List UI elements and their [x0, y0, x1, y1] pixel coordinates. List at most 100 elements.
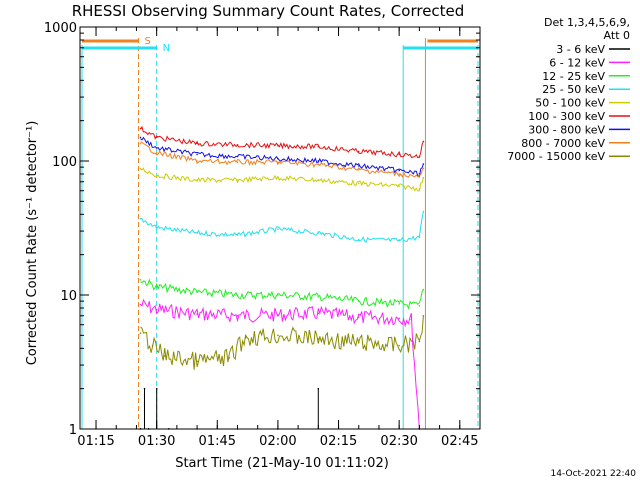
data-point: [317, 296, 320, 298]
x-tick-label: 02:30: [380, 434, 417, 449]
data-point: [236, 144, 239, 146]
data-point: [155, 226, 158, 229]
plot-frame: [79, 26, 481, 430]
data-point: [277, 176, 279, 179]
data-point: [163, 355, 166, 357]
data-point: [418, 305, 421, 307]
data-point: [196, 232, 198, 234]
data-point: [357, 342, 360, 344]
y-tick-label: 1000: [44, 21, 77, 36]
data-point: [422, 167, 425, 170]
data-point: [398, 303, 401, 305]
data-point: [236, 161, 239, 163]
y-tick-label: 100: [52, 155, 77, 170]
data-point: [196, 160, 198, 162]
data-point: [398, 173, 401, 175]
data-point: [196, 179, 198, 181]
data-point: [244, 336, 247, 339]
data-point: [277, 228, 279, 230]
data-point: [418, 155, 421, 158]
legend-label: 100 - 300 keV: [528, 110, 605, 123]
data-point: [317, 160, 320, 162]
data-point: [277, 157, 279, 160]
series-line: [140, 388, 420, 429]
legend-label: 12 - 25 keV: [542, 70, 605, 83]
data-point: [155, 308, 158, 311]
data-point: [139, 136, 142, 139]
series-line: [140, 167, 424, 192]
legend-label: 3 - 6 keV: [556, 43, 605, 56]
data-point: [410, 318, 413, 321]
data-point: [317, 163, 320, 166]
legend-label: 50 - 100 keV: [535, 97, 605, 110]
data-point: [139, 332, 142, 334]
data-point: [151, 344, 154, 347]
data-point: [139, 142, 142, 145]
series-line: [140, 141, 424, 179]
data-point: [228, 357, 231, 359]
series-2: [139, 278, 425, 310]
data-point: [139, 127, 142, 130]
x-tick-label: 01:30: [138, 434, 175, 449]
data-point: [196, 291, 198, 294]
data-point: [418, 340, 421, 343]
data-point: [422, 163, 425, 165]
data-point: [418, 188, 421, 190]
legend-label: 25 - 50 keV: [542, 83, 605, 96]
data-point: [357, 182, 360, 185]
chart-title: RHESSI Observing Summary Count Rates, Co…: [72, 2, 465, 20]
data-point: [422, 210, 425, 213]
data-point: [277, 144, 279, 147]
data-point: [398, 239, 401, 242]
data-point: [317, 312, 320, 315]
data-point: [422, 315, 425, 317]
data-point: [155, 387, 158, 390]
data-point: [418, 176, 421, 178]
data-point: [139, 303, 142, 306]
data-point: [398, 169, 401, 172]
legend-label: 7000 - 15000 keV: [507, 150, 605, 163]
data-point: [155, 286, 158, 288]
x-tick-label: 02:45: [441, 434, 478, 449]
data-point: [398, 185, 401, 187]
series-line: [140, 298, 420, 430]
x-tick-label: 02:15: [320, 434, 357, 449]
data-point: [317, 145, 320, 148]
x-tick-label: 01:15: [77, 434, 114, 449]
x-axis-label: Start Time (21-May-10 01:11:02): [175, 456, 389, 471]
data-point: [196, 142, 198, 145]
data-point: [398, 344, 401, 347]
y-tick-label: 1: [69, 423, 77, 438]
data-point: [155, 174, 158, 177]
data-point: [418, 236, 421, 238]
data-point: [398, 153, 401, 156]
timestamp: 14-Oct-2021 22:40: [551, 469, 637, 479]
data-point: [277, 314, 279, 316]
data-point: [317, 232, 320, 234]
series-line: [140, 278, 424, 310]
data-point: [155, 152, 158, 154]
series-line: [140, 315, 424, 370]
data-point: [317, 387, 320, 390]
series-1: [139, 298, 421, 430]
data-point: [357, 169, 360, 171]
data-point: [196, 360, 198, 363]
data-point: [422, 288, 425, 291]
y-tick-label: 10: [60, 289, 77, 304]
data-point: [143, 387, 146, 390]
data-point: [236, 315, 239, 317]
data-point: [277, 294, 279, 296]
data-point: [155, 136, 158, 139]
data-point: [236, 155, 239, 158]
series-8: [139, 315, 425, 370]
data-point: [196, 313, 198, 315]
data-point: [155, 147, 158, 149]
data-point: [277, 161, 279, 163]
data-point: [357, 150, 360, 153]
data-point: [422, 140, 425, 143]
data-point: [357, 165, 360, 167]
data-point: [139, 278, 142, 281]
data-point: [398, 317, 401, 320]
